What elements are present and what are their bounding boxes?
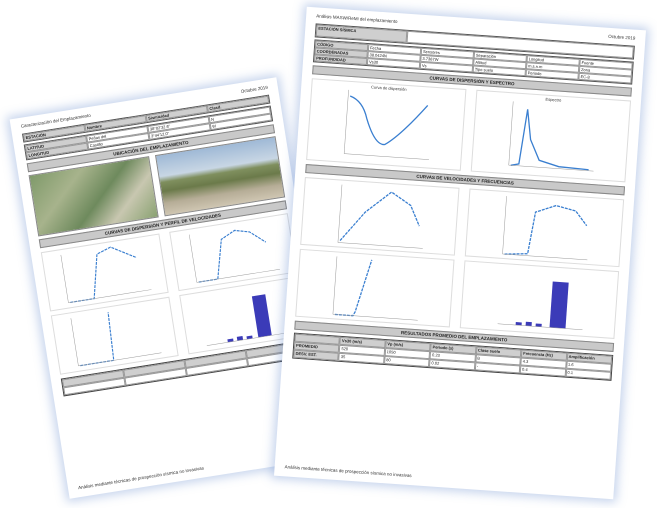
back-charts: [40, 213, 308, 375]
vs-profile-chart: [300, 176, 460, 256]
back-chart-1-plot: [60, 246, 152, 303]
velocity-charts: [295, 176, 625, 339]
back-chart-1: [40, 233, 169, 312]
vp-profile-plot: [502, 196, 588, 261]
back-chart-4: [179, 276, 308, 355]
back-page-date: Octubre 2019: [240, 84, 269, 94]
back-chart-2: [169, 213, 298, 292]
histogram-chart: [459, 260, 620, 339]
front-page: Análisis MASW/ReMi del emplazamiento Oct…: [274, 6, 646, 500]
vs30-plot: [332, 256, 418, 321]
back-chart-4-plot: [206, 294, 290, 346]
back-chart-3-plot: [70, 312, 162, 367]
back-chart-2-plot: [189, 229, 280, 283]
dispersion-curve-chart: Curva de dispersión: [306, 78, 467, 171]
front-page-date: Octubre 2019: [608, 33, 636, 41]
vs-profile-plot: [337, 184, 423, 249]
dispersion-charts: Curva de dispersión Espectro: [306, 78, 632, 183]
vp-profile-chart: [464, 188, 625, 268]
dispersion-curve-plot: [343, 89, 429, 160]
histogram-plot: [497, 281, 583, 330]
spectrum-plot: [508, 101, 594, 172]
vs30-chart: [295, 248, 455, 328]
back-page: Caracterización del Emplazamiento Octubr…: [9, 77, 337, 499]
spectrum-chart: Espectro: [470, 89, 632, 183]
back-chart-3: [50, 296, 179, 375]
front-page-footer: Análisis mediante técnicas de prospecció…: [284, 464, 412, 479]
